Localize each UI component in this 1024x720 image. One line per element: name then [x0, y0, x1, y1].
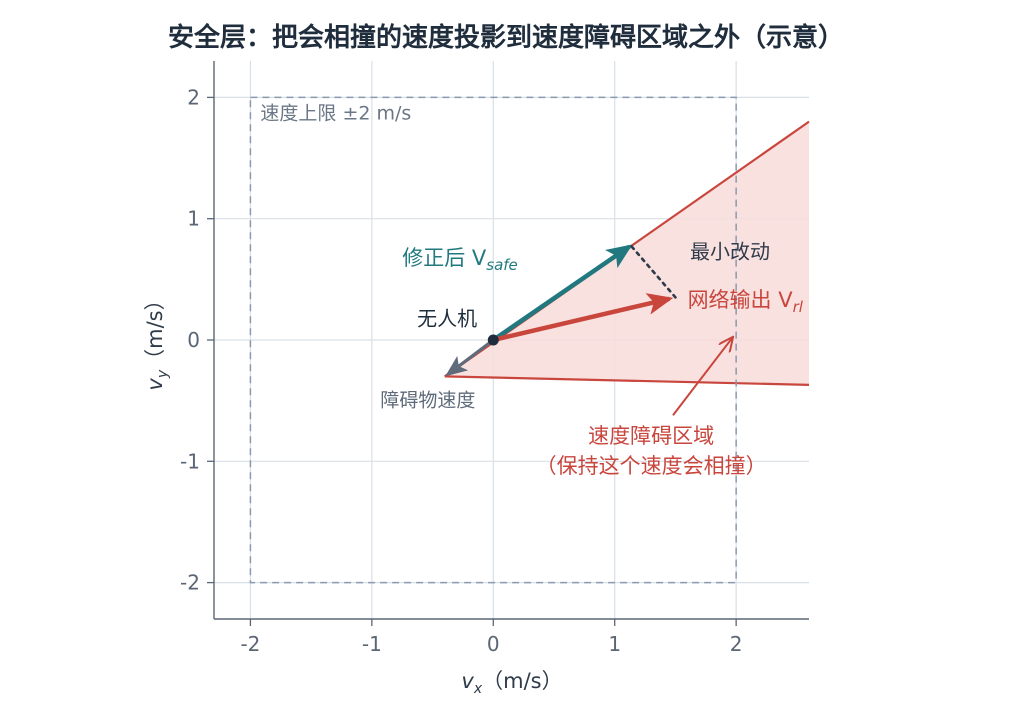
- speed-limit-label: 速度上限 ±2 m/s: [260, 102, 411, 124]
- obstacle-cone-lower-edge: [444, 375, 810, 386]
- y-tick-label: -2: [180, 571, 200, 595]
- min-change-label: 最小改动: [690, 240, 770, 264]
- speed-limit-box: [249, 96, 737, 584]
- speed-limit-layer: 速度上限 ±2 m/s: [249, 96, 737, 584]
- min-change-line: [630, 245, 678, 301]
- vector-label-sub: safe: [486, 256, 518, 274]
- y-tick-label: 0: [187, 328, 200, 352]
- vector-rl: [492, 293, 674, 343]
- x-axis-label: vx（m/s）: [461, 669, 562, 697]
- x-tick-label: 2: [730, 632, 743, 656]
- vector-layer: [445, 244, 678, 377]
- x-tick-label: -2: [240, 632, 260, 656]
- vector-safe: [492, 244, 633, 342]
- x-tick-label: 1: [608, 632, 621, 656]
- obstacle-region-pointer: [672, 338, 733, 416]
- vector-label-main: 网络输出 V: [688, 288, 794, 312]
- vector-label-safe: 修正后 Vsafe: [402, 246, 518, 274]
- axis-ticks: -2 -1 0 1 2 -2 -1 0 1 2: [180, 85, 742, 656]
- vector-obstacle: [445, 338, 495, 377]
- x-tick-label: -1: [362, 632, 382, 656]
- x-axis-label-var: v: [461, 669, 474, 693]
- y-axis-label-var: v: [143, 378, 167, 391]
- x-axis-label-sub: x: [473, 681, 483, 697]
- vector-label-main: 修正后 V: [402, 246, 487, 270]
- y-axis-label: vy（m/s）: [143, 289, 171, 390]
- y-tick-label: 2: [187, 85, 200, 109]
- drone-label: 无人机: [417, 306, 477, 330]
- obstacle-region-label-line2: （保持这个速度会相撞）: [536, 454, 767, 478]
- x-tick-label: 0: [487, 632, 500, 656]
- vector-label-rl: 网络输出 Vrl: [688, 288, 804, 316]
- vector-label-obstacle: 障碍物速度: [380, 390, 475, 412]
- vector-label-main: 障碍物速度: [380, 390, 475, 412]
- chart-title: 安全层：把会相撞的速度投影到速度障碍区域之外（示意）: [168, 22, 844, 53]
- y-axis-label-sub: y: [155, 369, 171, 379]
- y-tick-label: -1: [180, 449, 200, 473]
- y-tick-label: 1: [187, 207, 200, 231]
- vector-label-sub: rl: [793, 298, 804, 316]
- drone-marker: [487, 334, 499, 346]
- y-axis-label-unit: （m/s）: [143, 289, 167, 369]
- obstacle-region-label-line1: 速度障碍区域: [588, 424, 714, 448]
- x-axis-label-unit: （m/s）: [482, 669, 562, 693]
